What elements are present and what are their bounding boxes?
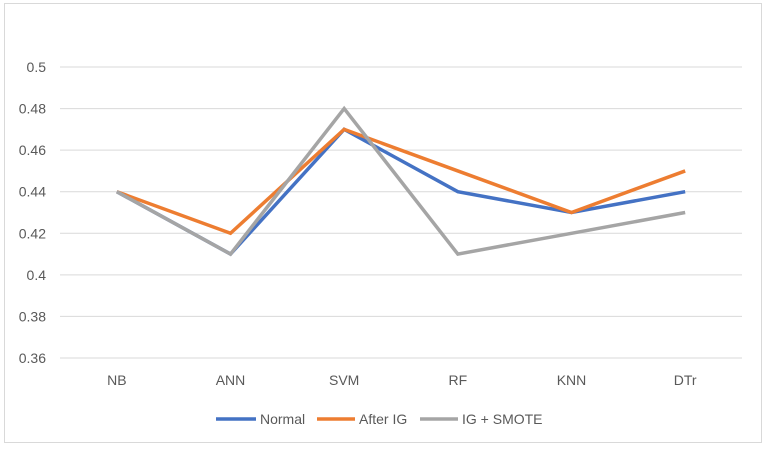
gridlines: [60, 66, 742, 359]
x-axis-ticks: NB ANN SVM RF KNN DTr: [107, 372, 697, 388]
y-tick-label: 0.48: [19, 101, 46, 117]
legend-item: Normal: [216, 411, 305, 427]
y-tick-label: 0.5: [27, 59, 47, 75]
series-line-after-ig: [116, 127, 686, 236]
legend-label: After IG: [359, 411, 407, 427]
y-axis-ticks: 0.36 0.38 0.4 0.42 0.44 0.46 0.48 0.5: [19, 59, 46, 366]
y-tick-label: 0.36: [19, 350, 46, 366]
y-tick-label: 0.44: [19, 184, 46, 200]
x-tick-label: ANN: [216, 372, 246, 388]
series-lines: [115, 105, 686, 257]
y-tick-label: 0.46: [19, 142, 46, 158]
x-tick-label: DTr: [674, 372, 697, 388]
legend-item: After IG: [317, 411, 407, 427]
legend: Normal After IG IG + SMOTE: [216, 411, 543, 427]
y-tick-label: 0.4: [27, 267, 47, 283]
x-tick-label: NB: [107, 372, 126, 388]
y-tick-label: 0.38: [19, 308, 46, 324]
legend-label: IG + SMOTE: [462, 411, 543, 427]
x-tick-label: RF: [448, 372, 467, 388]
x-tick-label: KNN: [557, 372, 587, 388]
y-tick-label: 0.42: [19, 225, 46, 241]
legend-item: IG + SMOTE: [420, 411, 543, 427]
legend-label: Normal: [260, 411, 305, 427]
series-line-ig-smote: [115, 105, 686, 257]
x-tick-label: SVM: [329, 372, 359, 388]
